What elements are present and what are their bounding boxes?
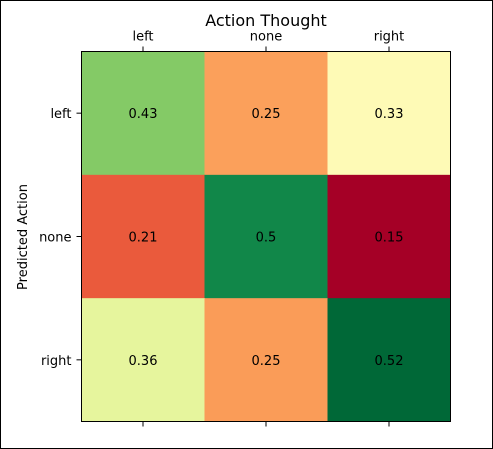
heatmap-cell-left-none (204, 51, 328, 176)
heatmap-cell-left-left (81, 51, 205, 176)
heatmap-cell-none-right (327, 174, 451, 299)
heatmap-cell-none-none (204, 174, 328, 299)
cell-value-label: 0.21 (129, 231, 158, 246)
y-tick-label: none (39, 231, 71, 246)
cell-value-label: 0.33 (375, 107, 404, 122)
chart-title: Action Thought (205, 11, 327, 30)
cell-value-label: 0.43 (129, 107, 158, 122)
cell-value-label: 0.36 (129, 354, 158, 369)
y-axis-label: Predicted Action (16, 184, 31, 290)
heatmap-cell-right-none (204, 298, 328, 422)
axis-ticks: left none right left none right (39, 30, 404, 427)
x-tick-label: left (132, 30, 153, 45)
cell-value-label: 0.52 (375, 354, 404, 369)
heatmap-cell-right-right (327, 298, 451, 422)
x-tick-label: right (374, 30, 405, 45)
heatmap-cell-none-left (81, 174, 205, 299)
y-tick-label: left (50, 107, 71, 122)
cell-value-label: 0.25 (252, 107, 281, 122)
cell-value-label: 0.5 (256, 231, 277, 246)
cell-value-label: 0.25 (252, 354, 281, 369)
x-tick-label: none (250, 30, 282, 45)
cell-value-labels: 0.43 0.25 0.33 0.21 0.5 0.15 0.36 0.25 0.52 (129, 107, 404, 369)
heatmap-cell-left-right (327, 51, 451, 176)
heatmap-cell-right-left (81, 298, 205, 422)
heatmap-cells (81, 51, 451, 422)
y-tick-label: right (41, 354, 72, 369)
cell-value-label: 0.15 (375, 231, 404, 246)
